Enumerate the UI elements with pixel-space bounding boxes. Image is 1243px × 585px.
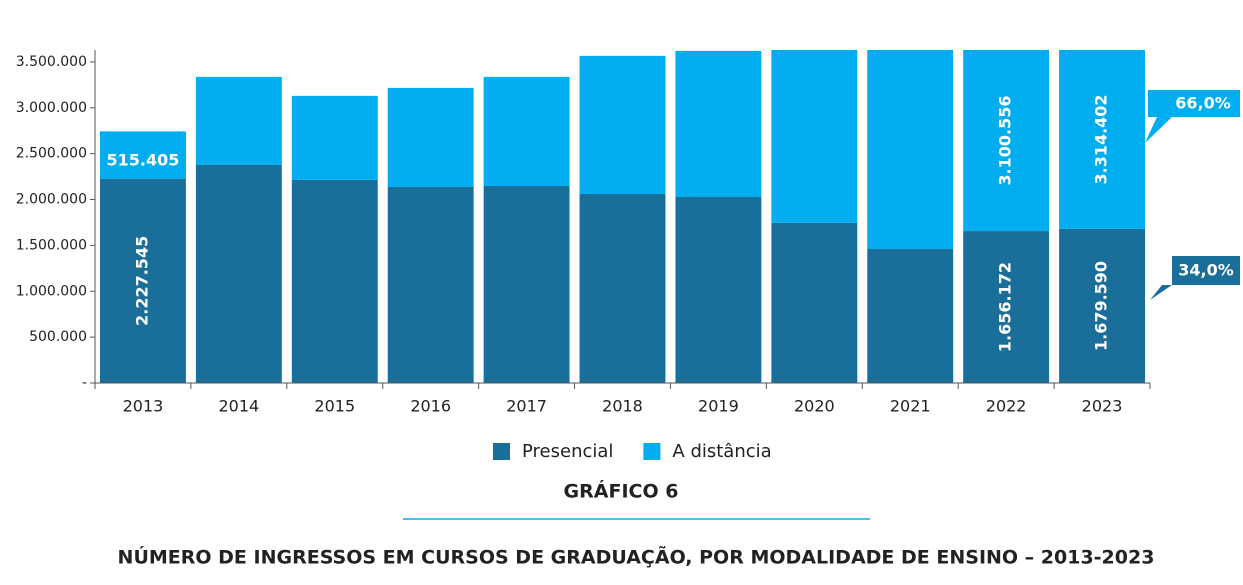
data-label: 3.314.402 [1092, 94, 1111, 184]
bar-segment [771, 222, 858, 383]
legend-label: Presencial [522, 441, 613, 462]
data-label: 1.679.590 [1092, 261, 1111, 351]
legend-swatch [643, 443, 661, 460]
x-tick-label: 2017 [506, 397, 547, 416]
bar-segment [867, 50, 954, 249]
bar-segment [579, 55, 666, 194]
x-tick-label: 2019 [698, 397, 739, 416]
annotation: 34,0% [1178, 261, 1234, 280]
legend-label: A distância [672, 441, 771, 462]
plot-area [100, 50, 1145, 383]
bar-segment [675, 50, 762, 197]
bar-segment [100, 178, 186, 383]
y-tick-label: - [82, 375, 87, 391]
bar-segment [387, 186, 474, 383]
annotation: 66,0% [1175, 94, 1231, 113]
x-tick-label: 2022 [986, 397, 1027, 416]
y-tick-label: 1.000.000 [16, 283, 87, 299]
x-tick-label: 2021 [890, 397, 931, 416]
bar-segment [771, 50, 858, 223]
x-tick-label: 2014 [219, 397, 260, 416]
x-tick-label: 2018 [602, 397, 643, 416]
x-tick-label: 2015 [314, 397, 355, 416]
bar-segment [483, 76, 570, 186]
bar-segment [867, 248, 954, 383]
bar-segment [387, 87, 474, 187]
x-tick-label: 2020 [794, 397, 835, 416]
bar-segment [1059, 50, 1145, 229]
bar-segment [963, 50, 1050, 232]
data-label: 515.405 [107, 151, 180, 170]
x-tick-label: 2023 [1082, 397, 1123, 416]
bar-segment [963, 231, 1050, 383]
bar-segment [291, 95, 378, 180]
y-tick-label: 1.500.000 [16, 237, 87, 253]
bar-segment [195, 164, 282, 383]
bar-segment [1059, 228, 1145, 383]
callout-box [1145, 90, 1240, 143]
x-tick-label: 2013 [123, 397, 164, 416]
bar-segment [675, 196, 762, 383]
callout-box [1150, 256, 1240, 300]
data-label: 2.227.545 [132, 236, 151, 326]
bar-segment [483, 185, 570, 383]
bar-segment [579, 193, 666, 383]
bar-segment [291, 179, 378, 383]
y-tick-label: 3.000.000 [16, 100, 87, 116]
y-tick-label: 2.000.000 [16, 192, 87, 208]
y-tick-label: 2.500.000 [16, 146, 87, 162]
bar-segment [100, 131, 186, 179]
chart-subtitle: NÚMERO DE INGRESSOS EM CURSOS DE GRADUAÇ… [118, 545, 1155, 569]
legend-swatch [493, 443, 510, 460]
y-tick-label: 500.000 [29, 329, 87, 345]
x-tick-label: 2016 [410, 397, 451, 416]
y-tick-label: 3.500.000 [16, 54, 87, 70]
chart-title: GRÁFICO 6 [564, 480, 679, 503]
bar-segment [195, 76, 282, 165]
data-label: 1.656.172 [996, 262, 1015, 352]
data-label: 3.100.556 [996, 95, 1015, 185]
